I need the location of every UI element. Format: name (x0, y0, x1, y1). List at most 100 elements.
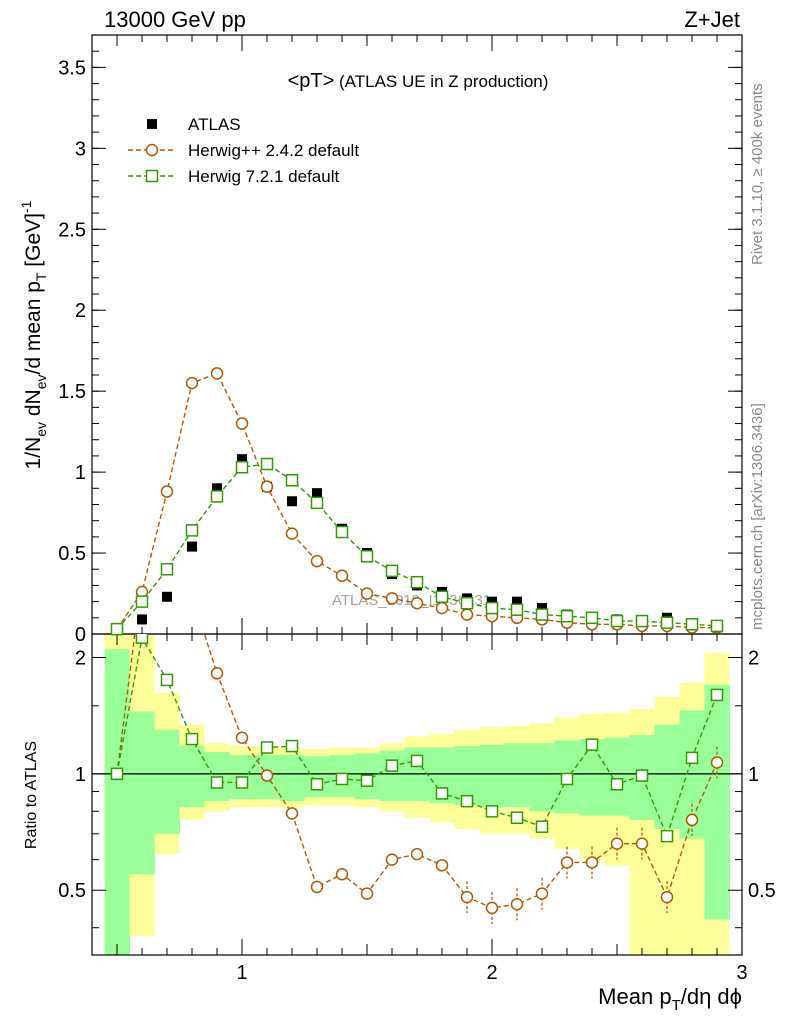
ratio-point (135, 634, 149, 644)
ratio-point (710, 688, 724, 702)
x-tick-label: 3 (736, 962, 747, 984)
main-point (335, 525, 349, 539)
ratio-point (210, 776, 224, 789)
main-point (560, 609, 574, 623)
ratio-point (310, 777, 324, 791)
ratio-point (435, 859, 449, 872)
main-point (187, 541, 197, 552)
legend-marker (147, 119, 157, 129)
ratio-point (410, 754, 424, 768)
band-green-bin (104, 649, 130, 955)
ratio-point (162, 540, 173, 551)
band-green-bin (479, 744, 505, 808)
main-series (110, 367, 724, 636)
band-green-bin (129, 711, 155, 875)
x-axis-label: Mean pT/dη dϕ (598, 984, 742, 1014)
ratio-y-tick-label-right: 0.5 (748, 880, 776, 902)
band-green-bin (304, 756, 330, 798)
ratio-point (610, 777, 624, 791)
main-point (212, 483, 222, 494)
main-point (260, 480, 274, 493)
main-point (485, 601, 499, 615)
main-point (310, 554, 324, 568)
main-point (335, 569, 349, 582)
main-point (685, 618, 699, 631)
main-point (660, 616, 674, 629)
ratio-point (335, 867, 349, 881)
main-point (310, 496, 324, 510)
main-point (410, 575, 424, 589)
ratio-point (660, 829, 674, 843)
ratio-point (535, 887, 549, 900)
ratio-point (110, 767, 124, 781)
main-title: <pT> (ATLAS UE in Z production) (288, 70, 549, 92)
main-point (435, 601, 449, 615)
ratio-point (160, 673, 174, 687)
y-tick-label: 2.5 (58, 219, 86, 241)
ratio-point (285, 739, 299, 753)
ratio-point (710, 756, 724, 769)
y-tick-label: 0 (75, 624, 86, 646)
ratio-point (610, 837, 624, 850)
ratio-point (235, 731, 249, 744)
main-point (487, 596, 497, 607)
main-axes: 0 0.5 1 1.5 2 2.5 3 3.5 (58, 34, 743, 646)
ratio-point (310, 880, 324, 894)
y-tick-label: 3.5 (58, 57, 86, 79)
y-tick-label: 1.5 (58, 381, 86, 403)
ratio-point (510, 897, 524, 911)
main-point (235, 461, 249, 474)
main-point (635, 614, 649, 628)
y-tick-label: 0.5 (58, 543, 86, 565)
ratio-point (285, 807, 299, 820)
header-left: 13000 GeV pp (104, 7, 246, 32)
main-point (237, 454, 247, 465)
ratio-point (560, 772, 574, 786)
main-point (537, 603, 547, 614)
band-green-bin (279, 754, 305, 802)
ratio-point (360, 774, 374, 787)
band-green-bin (179, 746, 205, 808)
main-point (460, 596, 474, 610)
ratio-point (435, 787, 449, 800)
ratio-series (110, 540, 724, 924)
ratio-y-tick-label: 0.5 (58, 880, 86, 902)
main-point (435, 590, 449, 604)
ratio-point (460, 794, 474, 808)
ratio-point (510, 811, 524, 824)
ratio-y-tick-label-right: 2 (748, 647, 759, 669)
main-point (410, 596, 424, 610)
main-point (110, 622, 124, 636)
main-point (162, 591, 172, 602)
band-green-bin (704, 684, 730, 920)
y-tick-label: 2 (75, 300, 86, 322)
band-green-bin (154, 729, 180, 834)
band-green-bin (379, 750, 405, 802)
mcplots-label: mcplots.cern.ch [arXiv:1306.3436] (749, 403, 766, 630)
ratio-bands (92, 634, 742, 955)
main-point (137, 614, 147, 625)
main-point (710, 619, 724, 633)
y-axis-label: 1/Nev dNev/d mean pT [GeV]-1 (18, 200, 49, 469)
main-point (135, 595, 149, 608)
ratio-point (187, 590, 198, 601)
band-green-bin (504, 743, 530, 808)
main-point (510, 603, 524, 616)
ratio-y-tick-label-right: 1 (748, 764, 759, 786)
main-point (360, 587, 374, 600)
main-point (185, 376, 199, 390)
main-point (285, 473, 299, 487)
main-point (260, 457, 274, 471)
y-tick-label: 3 (75, 138, 86, 160)
ratio-point (460, 890, 474, 904)
main-point (210, 490, 224, 503)
ratio-point (685, 813, 699, 827)
ratio-point (660, 890, 674, 904)
ratio-point (210, 667, 224, 680)
main-line-herwig++ (116, 372, 717, 630)
ratio-point (360, 887, 374, 900)
main-point (185, 524, 199, 537)
ratio-point (635, 769, 649, 782)
ratio-axis-label: Ratio to ATLAS (23, 741, 40, 849)
ratio-point (410, 847, 424, 861)
